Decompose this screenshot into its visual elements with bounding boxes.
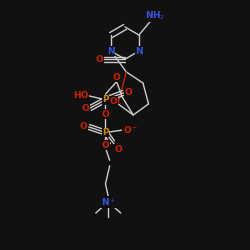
- Text: N: N: [135, 46, 143, 56]
- Text: O: O: [115, 145, 123, 154]
- Text: O: O: [113, 73, 120, 82]
- Text: O: O: [81, 104, 89, 112]
- Text: P: P: [102, 95, 109, 104]
- Text: O: O: [102, 110, 109, 119]
- Text: NH$_2$: NH$_2$: [146, 9, 166, 22]
- Text: O: O: [80, 122, 88, 132]
- Text: O: O: [125, 88, 132, 97]
- Text: HO: HO: [73, 91, 88, 100]
- Text: O: O: [110, 96, 118, 106]
- Text: N$^+$: N$^+$: [100, 196, 116, 208]
- Text: O$^-$: O$^-$: [123, 124, 138, 135]
- Text: N: N: [107, 46, 115, 56]
- Text: P: P: [102, 128, 109, 137]
- Text: O: O: [95, 55, 103, 64]
- Text: O: O: [102, 140, 109, 149]
